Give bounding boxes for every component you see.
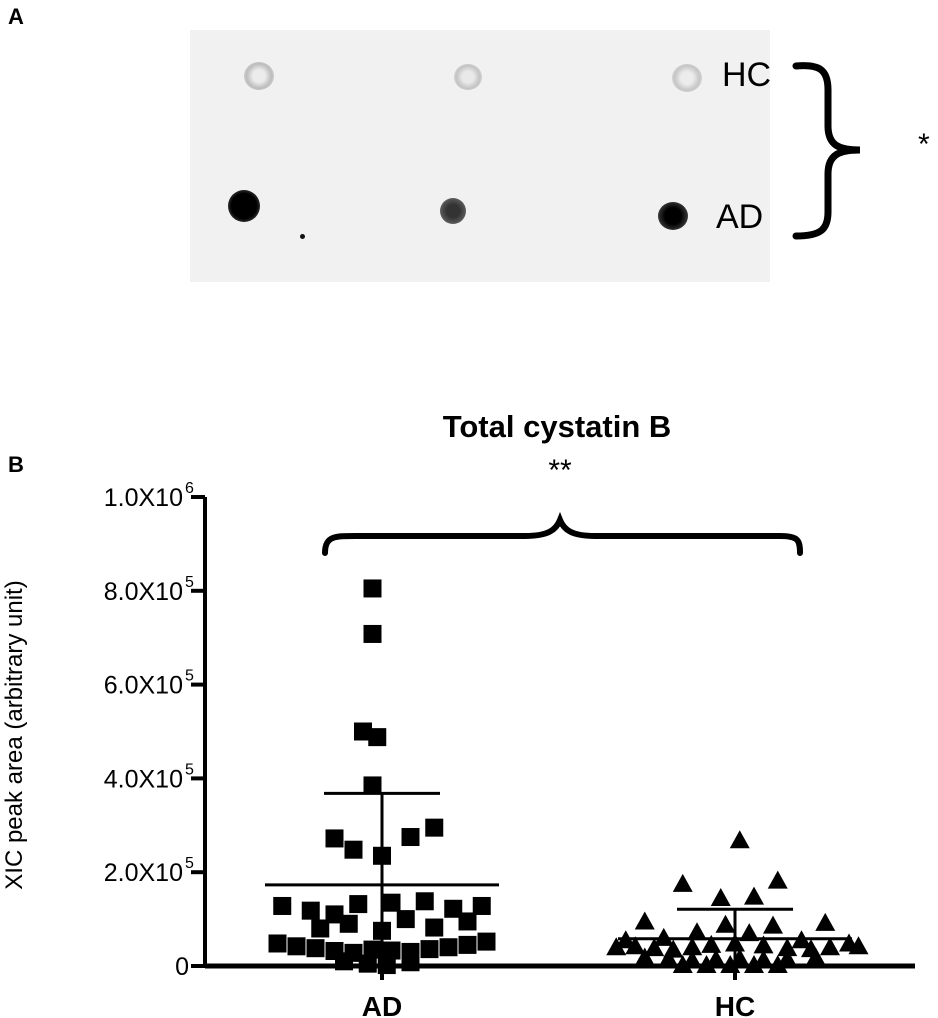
- data-point-ad: [339, 914, 358, 933]
- data-point-hc: [729, 830, 750, 849]
- data-point-ad: [349, 895, 368, 914]
- blot-dot-hc-3: [672, 64, 702, 92]
- data-point-ad: [344, 840, 363, 859]
- data-point-hc: [763, 915, 783, 934]
- data-point-ad: [363, 579, 382, 598]
- data-point-hc: [777, 948, 798, 967]
- y-tick-label: 4.0X10: [104, 765, 183, 793]
- data-point-ad: [425, 818, 444, 837]
- blot-dot-hc-2: [454, 64, 482, 90]
- y-tick-exponent: 6: [185, 480, 194, 497]
- data-point-ad: [420, 940, 439, 959]
- data-point-ad: [363, 624, 382, 643]
- data-point-ad: [477, 932, 496, 951]
- data-point-hc: [653, 927, 674, 946]
- chart-title: Total cystatin B: [443, 409, 672, 444]
- data-point-hc: [753, 935, 774, 954]
- data-point-ad: [439, 938, 458, 957]
- data-point-ad: [268, 934, 287, 953]
- data-point-hc: [701, 934, 722, 953]
- blot-speck: [300, 234, 305, 239]
- data-point-hc: [805, 947, 826, 966]
- data-point-hc: [687, 922, 707, 941]
- data-point-ad: [273, 896, 292, 915]
- data-point-hc: [820, 937, 840, 956]
- blot-dot-ad-2: [440, 198, 466, 224]
- blot-dot-hc-1: [244, 62, 274, 90]
- data-point-ad: [382, 941, 401, 960]
- y-tick-exponent: 5: [185, 668, 194, 685]
- y-tick-exponent: 5: [185, 855, 194, 872]
- blot-label-ad: AD: [716, 198, 764, 236]
- data-point-ad: [363, 940, 382, 959]
- blot-significance-mark: *: [918, 128, 930, 161]
- blot-label-hc: HC: [722, 56, 772, 94]
- data-point-ad: [382, 893, 401, 912]
- data-point-ad: [401, 828, 420, 847]
- data-point-ad: [301, 901, 320, 920]
- data-point-ad: [287, 937, 306, 956]
- data-point-hc: [848, 936, 869, 955]
- y-tick-label: 2.0X10: [104, 859, 183, 887]
- data-point-hc: [634, 947, 655, 966]
- y-tick-label: 6.0X10: [104, 672, 183, 700]
- data-point-hc: [744, 886, 764, 905]
- data-point-hc: [715, 914, 736, 933]
- data-point-ad: [458, 935, 477, 954]
- data-point-ad: [306, 939, 325, 958]
- data-point-hc: [739, 923, 760, 942]
- data-point-ad: [401, 953, 420, 972]
- data-point-hc: [634, 911, 655, 930]
- data-point-hc: [682, 937, 703, 956]
- blot-dot-ad-1: [228, 190, 260, 222]
- comparison-bracket: [322, 511, 803, 556]
- data-point-ad: [368, 728, 387, 747]
- y-tick-label: 0: [175, 953, 189, 981]
- chart-significance-mark: **: [548, 454, 572, 487]
- data-point-ad: [415, 892, 434, 911]
- data-point-hc: [644, 938, 665, 957]
- data-point-ad: [363, 776, 382, 795]
- data-point-hc: [706, 949, 726, 968]
- data-point-ad: [325, 829, 344, 848]
- data-point-hc: [606, 937, 627, 956]
- data-point-ad: [325, 905, 344, 924]
- data-point-ad: [425, 918, 444, 937]
- data-point-hc: [777, 938, 798, 957]
- blot-bracket: [792, 62, 861, 240]
- data-point-hc: [710, 887, 731, 906]
- data-point-ad: [458, 912, 477, 931]
- data-point-hc: [658, 948, 679, 967]
- x-tick-label: AD: [362, 991, 402, 1018]
- y-axis-label: XIC peak area (arbitrary unit): [1, 580, 28, 889]
- y-tick-exponent: 5: [185, 761, 194, 778]
- panel-a-letter: A: [8, 4, 24, 29]
- data-point-hc: [672, 873, 693, 892]
- blot-dot-ad-3: [658, 202, 688, 230]
- x-tick-label: HC: [715, 991, 755, 1018]
- y-tick-exponent: 5: [185, 574, 194, 591]
- data-point-ad: [354, 722, 372, 741]
- data-point-ad: [444, 899, 463, 918]
- y-tick-label: 8.0X10: [104, 578, 183, 606]
- dot-blot-image: [190, 30, 770, 282]
- data-point-hc: [767, 870, 788, 889]
- data-point-ad: [311, 919, 330, 938]
- data-point-hc: [625, 936, 646, 955]
- data-point-ad: [396, 910, 415, 929]
- y-tick-label: 1.0X10: [104, 484, 183, 512]
- data-point-ad: [472, 896, 491, 915]
- data-point-hc: [815, 912, 836, 931]
- panel-b-letter: B: [8, 452, 24, 477]
